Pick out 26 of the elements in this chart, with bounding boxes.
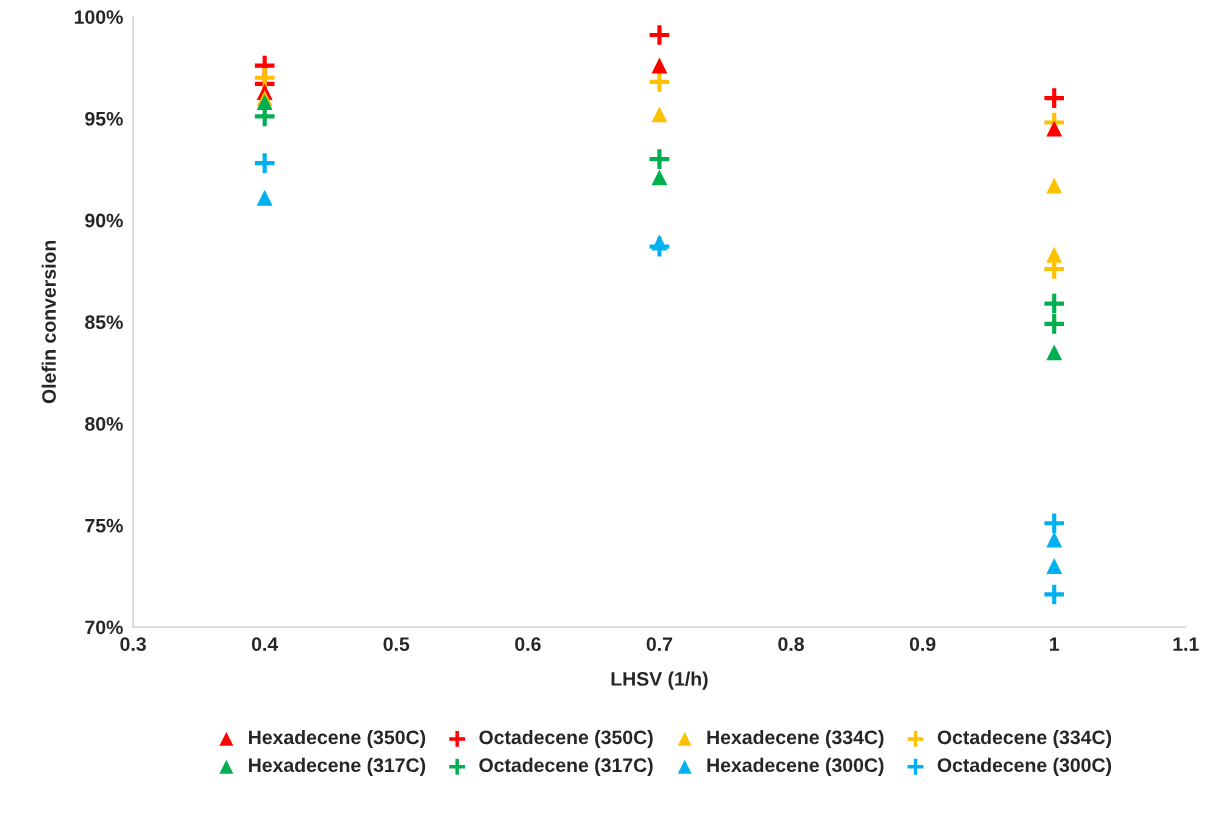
x-tick-label: 1.1 bbox=[1173, 637, 1199, 651]
x-tick-label: 0.3 bbox=[120, 637, 146, 652]
x-tick-label: 0.4 bbox=[251, 637, 279, 651]
legend-label: Hexadecene (350C) bbox=[249, 729, 426, 749]
legend-label: Octadecene (317C) bbox=[479, 757, 653, 776]
y-tick-label: 75% bbox=[85, 518, 123, 533]
x-tick-label: 1 bbox=[1050, 637, 1060, 651]
legend-label: Hexadecene (300C) bbox=[707, 757, 884, 776]
y-tick-label: 100% bbox=[74, 10, 123, 24]
legend-label: Octadecene (350C) bbox=[479, 729, 653, 749]
legend-label: Hexadecene (317C) bbox=[249, 757, 426, 776]
x-tick-label: 0.6 bbox=[515, 637, 541, 651]
x-axis-title: LHSV (1/h) bbox=[611, 671, 708, 690]
legend-label: Octadecene (334C) bbox=[937, 729, 1112, 749]
y-tick-label: 95% bbox=[85, 111, 123, 126]
legend-label: Hexadecene (334C) bbox=[707, 729, 884, 749]
y-tick-label: 85% bbox=[85, 315, 123, 330]
legend-label: Octadecene (300C) bbox=[937, 757, 1112, 776]
y-axis-title: Olefin conversion bbox=[41, 240, 56, 404]
x-tick-label: 0.9 bbox=[909, 637, 936, 651]
x-tick-label: 0.8 bbox=[778, 637, 804, 651]
y-tick-label: 90% bbox=[85, 213, 123, 228]
y-tick-label: 80% bbox=[85, 417, 123, 431]
y-tick-label: 70% bbox=[85, 620, 123, 635]
x-tick-label: 0.7 bbox=[646, 637, 673, 651]
x-tick-label: 0.5 bbox=[383, 637, 410, 651]
